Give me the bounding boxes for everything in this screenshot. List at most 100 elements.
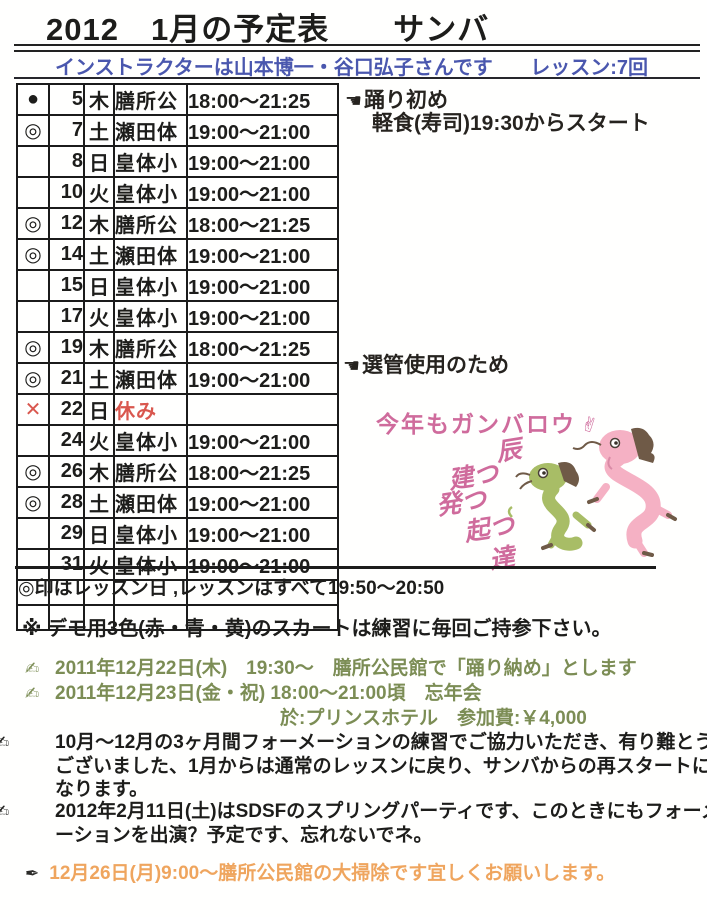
table-row: 31 火皇体小 19:00〜21:00 [16,548,339,581]
date-cell: 17 [48,300,85,333]
mark-cell: ◎ [16,207,50,240]
place-cell: 皇体小 [113,145,188,178]
legend-note: ◎印はレッスン日 ,レッスンはすべて19:50〜20:50 [18,578,445,599]
mark-cell [16,300,50,333]
mark-cell [16,145,50,178]
place-cell: 皇体小 [113,517,188,550]
table-row: ● 5 木膳所公 18:00〜21:25 [16,83,339,116]
page-title: 2012 1月の予定表 サンバ [46,12,490,47]
place-cell: 膳所公 [113,455,188,488]
writing-hand-icon: ✍ [25,684,40,703]
date-cell: 19 [48,331,85,364]
time-cell: 19:00〜21:00 [186,238,339,271]
place-cell: 膳所公 [113,331,188,364]
schedule-area: ● 5 木膳所公 18:00〜21:25 ◎ 7 土瀬田体 19:00〜21:00 8 日皇体小 1… [0,83,707,631]
time-cell: 18:00〜21:25 [186,207,339,240]
day-cell: 木 [83,83,115,116]
table-row: 10 火皇体小 19:00〜21:00 [16,176,339,209]
note-spring-party: ✍ 2012年2月11日(土)はSDSFのスプリングパーティです、このときにもフォ… [0,801,707,846]
title-divider [14,44,700,52]
place-cell: 皇体小 [113,300,188,333]
day-cell: 木 [83,455,115,488]
schedule-table: ● 5 木膳所公 18:00〜21:25 ◎ 7 土瀬田体 19:00〜21:00 8 日皇体小 1… [16,83,339,631]
time-cell: 19:00〜21:00 [186,424,339,457]
day-cell: 土 [83,486,115,519]
mark-cell [16,176,50,209]
date-cell: 15 [48,269,85,302]
date-cell: 29 [48,517,85,550]
new-year-cheer: 今年もガンバロウ✌ [376,411,603,440]
table-row: ◎ 12 木膳所公 18:00〜21:25 [16,207,339,240]
mark-cell [16,269,50,302]
mark-cell: ◎ [16,331,50,364]
place-cell [113,579,188,606]
table-row: ◎ 28 土瀬田体 19:00〜21:00 [16,486,339,519]
place-cell [113,604,188,631]
place-cell: 皇体小 [113,269,188,302]
time-cell: 19:00〜21:00 [186,548,339,581]
mark-cell: ✕ [16,393,50,426]
date-cell: 22 [48,393,85,426]
date-cell: 14 [48,238,85,271]
date-cell: 21 [48,362,85,395]
mark-cell [16,424,50,457]
table-row: ◎ 19 木膳所公 18:00〜21:25 [16,331,339,364]
subtitle-divider [14,77,700,79]
mark-cell [16,579,50,606]
date-cell: 8 [48,145,85,178]
table-row: ◎ 21 土瀬田体 19:00〜21:00 [16,362,339,395]
table-row: 17 火皇体小 19:00〜21:00 [16,300,339,333]
time-cell: 19:00〜21:00 [186,114,339,147]
date-cell: 26 [48,455,85,488]
date-cell [48,604,85,631]
mark-cell: ● [16,83,50,116]
pink-dragon [572,427,677,557]
date-cell: 31 [48,548,85,581]
mark-cell: ◎ [16,114,50,147]
place-cell: 皇体小 [113,424,188,457]
place-cell: 瀬田体 [113,238,188,271]
table-row: 29 日皇体小 19:00〜21:00 [16,517,339,550]
table-row: ◎ 7 土瀬田体 19:00〜21:00 [16,114,339,147]
day-cell: 日 [83,269,115,302]
date-cell: 12 [48,207,85,240]
day-cell: 火 [83,300,115,333]
day-cell: 土 [83,114,115,147]
day-cell: 土 [83,362,115,395]
place-cell: 瀬田体 [113,486,188,519]
schedule-body: ● 5 木膳所公 18:00〜21:25 ◎ 7 土瀬田体 19:00〜21:00 8 日皇体小 1… [16,83,339,631]
note-dance-end: ✍ 2011年12月22日(木) 19:30〜 膳所公民館で「踊り納め」とします [25,658,637,679]
table-row: 15 日皇体小 19:00〜21:00 [16,269,339,302]
snack-note: 軽食(寿司)19:30からスタート [372,112,650,135]
table-row: ◎ 14 土瀬田体 19:00〜21:00 [16,238,339,271]
time-cell: 19:00〜21:00 [186,300,339,333]
table-row: ✕ 22 日休み [16,393,339,426]
day-cell: 木 [83,207,115,240]
place-cell: 皇体小 [113,176,188,209]
cleaning-note: ✒ 12月26日(月)9:00〜膳所公民館の大掃除です宜しくお願いします。 [25,863,616,884]
time-cell: 18:00〜21:25 [186,83,339,116]
place-cell: 膳所公 [113,83,188,116]
note-formation-thanks: ✍ 10月〜12月の3ヶ月間フォーメーションの練習でご協力いただき、有り難とうござ… [0,732,707,800]
writing-hand-icon: ✍ [0,733,10,752]
day-cell: 日 [83,393,115,426]
mark-cell: ◎ [16,455,50,488]
day-cell: 木 [83,331,115,364]
note-party-venue: 於:プリンスホテル 参加費:￥4,000 [280,708,587,729]
day-cell [83,579,115,606]
time-cell: 19:00〜21:00 [186,145,339,178]
day-cell: 火 [83,548,115,581]
skirt-note: ※ デモ用3色(赤・青・黄)のスカートは練習に毎回ご持参下さい。 [22,618,612,640]
time-cell: 19:00〜21:00 [186,269,339,302]
lesson-count: レッスン:7回 [530,57,648,79]
table-row: ◎ 26 木膳所公 18:00〜21:25 [16,455,339,488]
date-cell: 10 [48,176,85,209]
date-cell [48,579,85,606]
day-cell: 日 [83,517,115,550]
date-cell: 7 [48,114,85,147]
date-cell: 5 [48,83,85,116]
table-row: 24 火皇体小 19:00〜21:00 [16,424,339,457]
subtitle: インストラクターは山本博一・谷口弘子さんです レッスン:7回 [55,51,648,80]
election-note: ☚選管使用のため [343,354,510,377]
